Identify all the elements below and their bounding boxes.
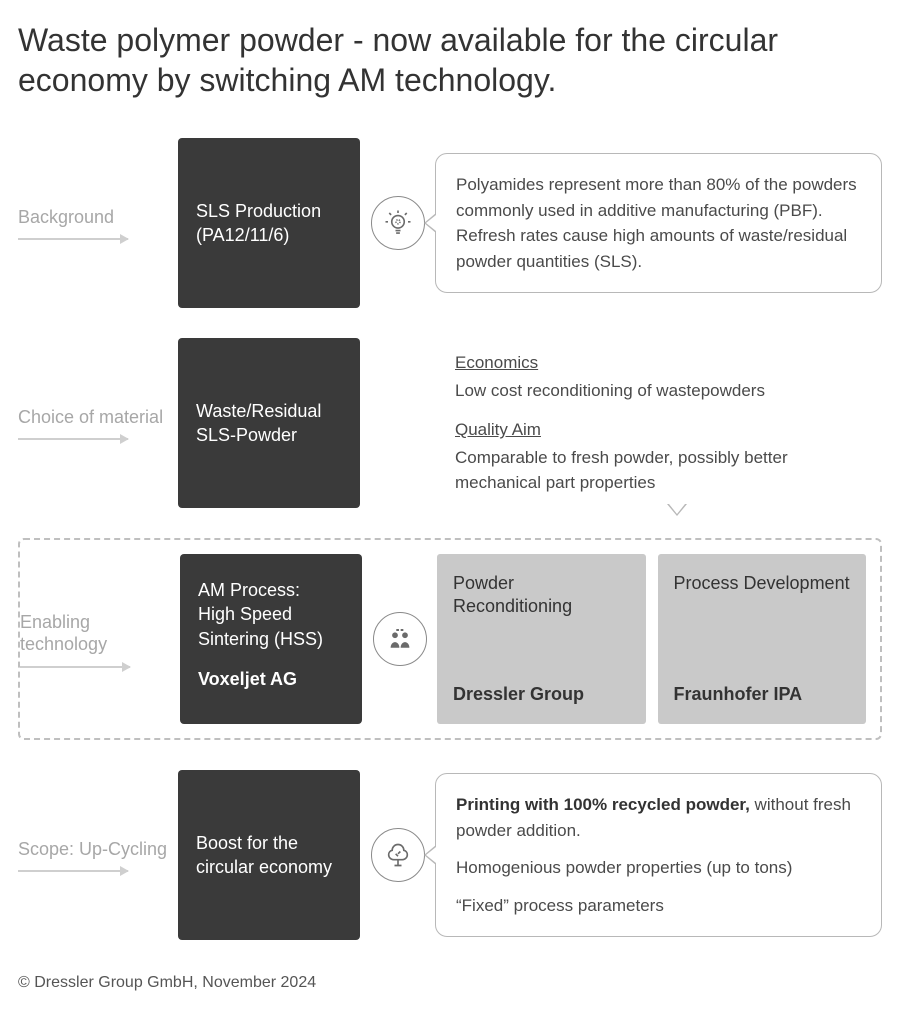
dark-box-text: SLS Production (PA12/11/6) xyxy=(196,199,342,248)
dark-box-sls-production: SLS Production (PA12/11/6) xyxy=(178,138,360,308)
footer-copyright: © Dressler Group GmbH, November 2024 xyxy=(18,974,882,992)
section-text: Low cost reconditioning of wastepowders xyxy=(455,381,765,400)
section-heading: Quality Aim xyxy=(455,417,878,443)
callout-background: Polyamides represent more than 80% of th… xyxy=(435,153,882,293)
callout-material: Economics Low cost reconditioning of was… xyxy=(435,342,882,504)
callout-pointer-icon xyxy=(424,845,436,865)
line: AM Process: xyxy=(198,578,344,602)
row-choice-material: Choice of material Waste/Residual SLS-Po… xyxy=(18,338,882,508)
lightbulb-icon xyxy=(371,196,425,250)
page-title: Waste polymer powder - now available for… xyxy=(18,20,882,100)
row-label: Scope: Up-Cycling xyxy=(18,838,178,873)
dark-box-circular-economy: Boost for the circular economy xyxy=(178,770,360,940)
tree-icon xyxy=(371,828,425,882)
section-text: Comparable to fresh powder, possibly bet… xyxy=(455,448,788,493)
bullet: “Fixed” process parameters xyxy=(456,893,861,919)
arrow-icon xyxy=(18,438,128,440)
row-label: Choice of material xyxy=(18,406,178,441)
dark-box-hss: AM Process: High Speed Sintering (HSS) V… xyxy=(180,554,362,724)
row-label-text: Scope: Up-Cycling xyxy=(18,838,168,861)
gray-box-pair: Powder Reconditioning Dressler Group Pro… xyxy=(437,554,866,724)
gray-box-process-development: Process Development Fraunhofer IPA xyxy=(658,554,867,724)
arrow-icon xyxy=(18,238,128,240)
gray-box-title: Powder Reconditioning xyxy=(453,572,630,619)
dark-box-text: Waste/Residual SLS-Powder xyxy=(196,399,342,448)
line: Sintering (HSS) xyxy=(198,627,344,651)
row-enabling-technology: Enabling technology AM Process: High Spe… xyxy=(18,538,882,740)
row-label-text: Enabling technology xyxy=(20,611,170,656)
partners-icon xyxy=(373,612,427,666)
line: High Speed xyxy=(198,602,344,626)
gray-box-title: Process Development xyxy=(674,572,851,595)
row-label-text: Choice of material xyxy=(18,406,168,429)
arrow-icon xyxy=(20,666,130,668)
row-label: Enabling technology xyxy=(20,611,180,668)
org-name: Fraunhofer IPA xyxy=(674,683,851,706)
section-heading: Economics xyxy=(455,350,878,376)
icon-col xyxy=(362,612,437,666)
arrow-icon xyxy=(18,870,128,872)
gray-box-powder-reconditioning: Powder Reconditioning Dressler Group xyxy=(437,554,646,724)
dark-box-waste-powder: Waste/Residual SLS-Powder xyxy=(178,338,360,508)
callout-scope: Printing with 100% recycled powder, with… xyxy=(435,773,882,937)
bullet: Homogenious powder properties (up to ton… xyxy=(456,855,861,881)
dark-box-text: Boost for the circular economy xyxy=(196,831,342,880)
callout-text: Polyamides represent more than 80% of th… xyxy=(456,175,857,271)
row-background: Background SLS Production (PA12/11/6) Po… xyxy=(18,138,882,308)
diagram-rows: Background SLS Production (PA12/11/6) Po… xyxy=(18,138,882,940)
org-name: Dressler Group xyxy=(453,683,630,706)
row-scope: Scope: Up-Cycling Boost for the circular… xyxy=(18,770,882,940)
callout-pointer-down-icon xyxy=(667,504,687,516)
org-name: Voxeljet AG xyxy=(198,667,344,691)
row-label: Background xyxy=(18,206,178,241)
bold-line: Printing with 100% recycled powder, xyxy=(456,795,750,814)
callout-pointer-icon xyxy=(424,213,436,233)
row-label-text: Background xyxy=(18,206,168,229)
